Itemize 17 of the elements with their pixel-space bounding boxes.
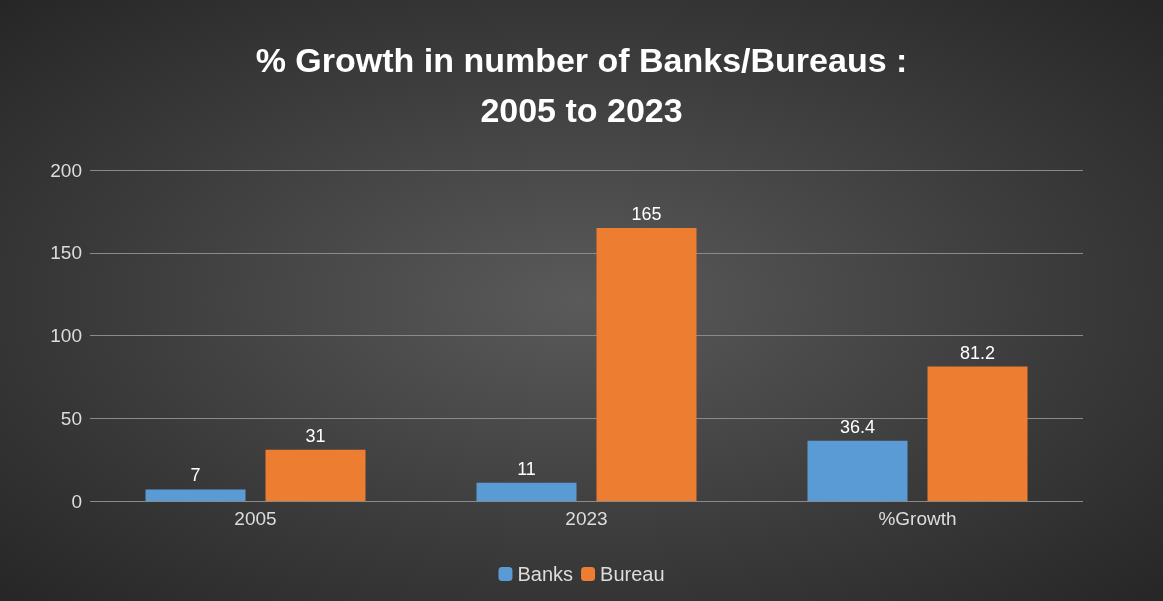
data-label: 7 — [190, 465, 201, 486]
y-tick-label: 100 — [50, 325, 82, 346]
data-label: 165 — [631, 203, 662, 224]
y-tick-label: 50 — [60, 407, 82, 429]
data-label: 36.4 — [839, 416, 876, 437]
x-tick-label: 2005 — [234, 508, 277, 529]
data-label: 11 — [517, 458, 536, 479]
y-tick-label: 0 — [71, 490, 82, 512]
data-label: 31 — [305, 425, 326, 446]
y-tick-label: 150 — [50, 242, 82, 264]
legend-label: Banks — [517, 563, 574, 585]
y-tick-label: 200 — [50, 159, 82, 181]
legend-label: Bureau — [600, 563, 665, 585]
x-tick-label: %Growth — [878, 508, 957, 529]
chart-title: % Growth in number of Banks/Bureaus : 2005 to 2023 — [255, 41, 908, 129]
x-tick-label: 2023 — [565, 508, 608, 529]
data-label: 81.2 — [959, 342, 996, 363]
